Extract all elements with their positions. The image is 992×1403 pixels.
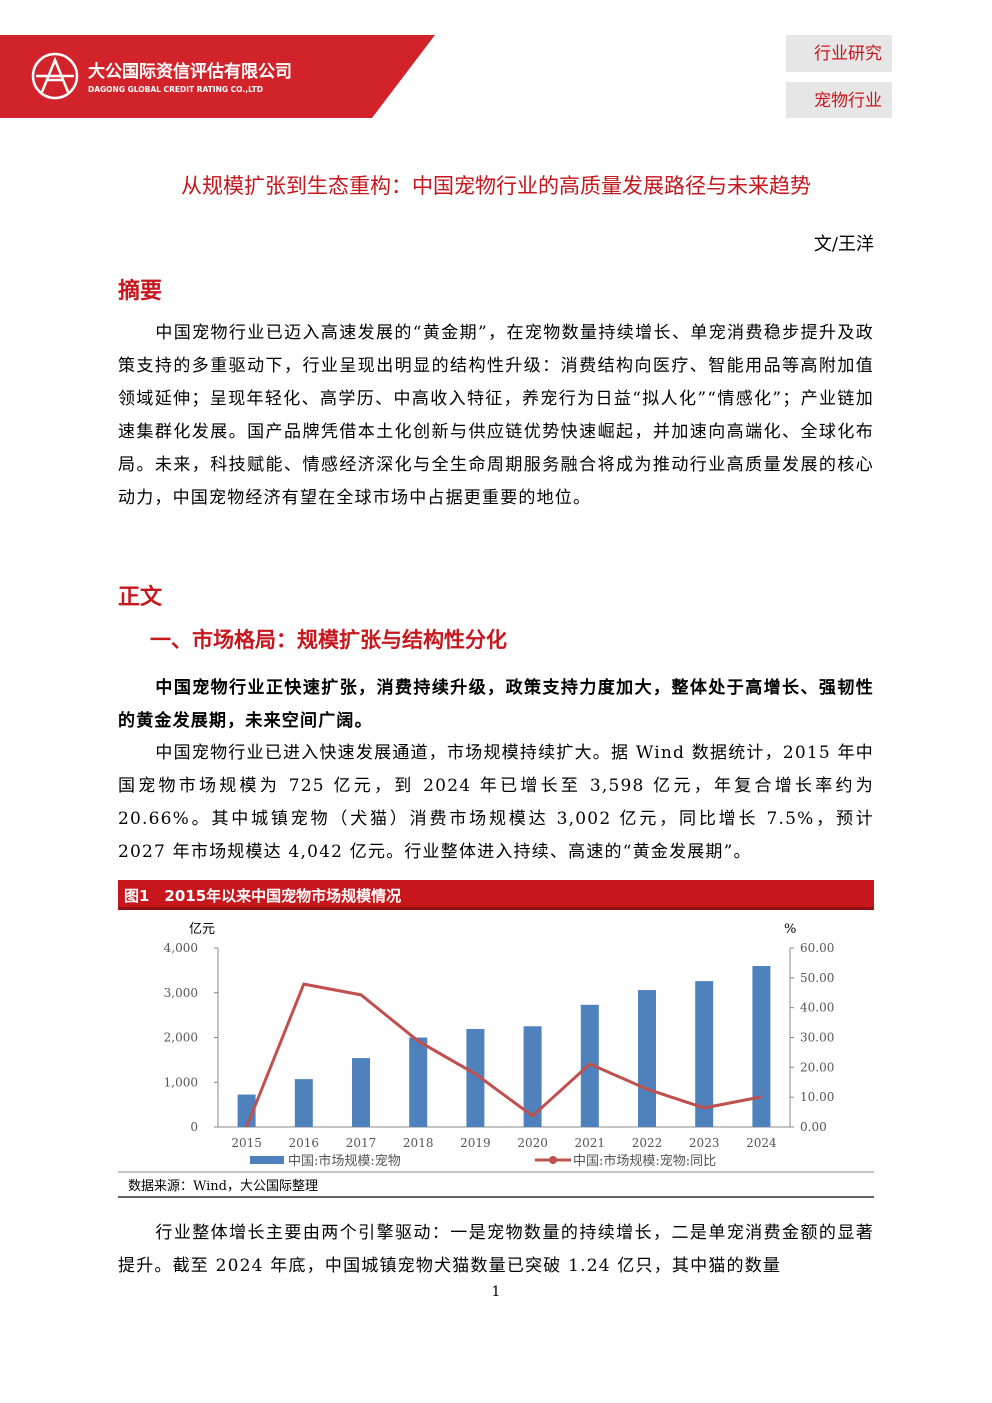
header-band — [0, 35, 435, 118]
y2-tick-label: 60.00 — [800, 941, 834, 955]
lead-paragraph: 中国宠物行业正快速扩张，消费持续升级，政策支持力度加大，整体处于高增长、强韧性的… — [118, 678, 874, 731]
bar — [638, 990, 656, 1127]
y-tick-label: 1,000 — [164, 1075, 198, 1089]
y2-tick-label: 30.00 — [800, 1031, 834, 1045]
paragraph: 行业整体增长主要由两个引擎驱动：一是宠物数量的持续增长，二是单宠消费金额的显著提… — [118, 1223, 874, 1276]
title: 从规模扩张到生态重构：中国宠物行业的高质量发展路径与未来趋势 — [181, 174, 811, 198]
x-tick-label: 2022 — [632, 1136, 663, 1150]
y2-tick-label: 20.00 — [800, 1060, 834, 1074]
paragraph: 中国宠物行业已进入快速发展通道，市场规模持续扩大。据 Wind 数据统计，201… — [118, 743, 874, 862]
author: 文/王洋 — [813, 234, 874, 255]
chart: 0 1,000 2,000 3,000 4,000 0.00 10.00 20.00 30.00… — [164, 922, 835, 1169]
y2-tick-label: 50.00 — [800, 971, 834, 985]
x-tick-label: 2017 — [346, 1136, 377, 1150]
y-tick-label: 0 — [190, 1120, 198, 1134]
tag-box — [786, 82, 892, 118]
y-tick-label: 2,000 — [164, 1031, 198, 1045]
figure-caption: 图1 2015年以来中国宠物市场规模情况 — [124, 887, 401, 905]
y2-tick-label: 40.00 — [800, 1001, 834, 1015]
y2-axis-unit: % — [784, 922, 796, 937]
legend-label: 中国:市场规模:宠物 — [288, 1153, 401, 1169]
x-tick-label: 2024 — [746, 1136, 777, 1150]
legend-label: 中国:市场规模:宠物:同比 — [573, 1153, 716, 1169]
x-tick-label: 2021 — [575, 1136, 606, 1150]
x-tick-label: 2019 — [460, 1136, 491, 1150]
figure-source: 数据来源：Wind，大公国际整理 — [128, 1179, 318, 1194]
y-axis-unit: 亿元 — [189, 922, 215, 937]
bar — [752, 965, 771, 1127]
abstract: 中国宠物行业已迈入高速发展的“黄金期”，在宠物数量持续增长、单宠消费稳步提升及政… — [118, 323, 874, 508]
heading: 正文 — [118, 585, 163, 610]
legend-swatch — [549, 1156, 557, 1164]
logo-mark — [36, 56, 74, 93]
x-tick-label: 2020 — [517, 1136, 548, 1150]
tag: 行业研究 — [814, 44, 882, 64]
company-cn: 大公国际资信评估有限公司 — [88, 61, 292, 82]
x-tick-label: 2018 — [403, 1136, 434, 1150]
bar — [294, 1079, 313, 1127]
caption-rule — [118, 907, 874, 910]
y-tick-label: 3,000 — [164, 986, 198, 1000]
company-en: DAGONG GLOBAL CREDIT RATING CO.,LTD — [88, 85, 263, 94]
x-tick-label: 2016 — [289, 1136, 320, 1150]
heading: 摘要 — [118, 279, 163, 304]
caption-bar — [118, 880, 874, 910]
line — [245, 982, 762, 1128]
y2-tick-label: 10.00 — [800, 1090, 834, 1104]
logo — [31, 52, 79, 100]
bar — [523, 1026, 542, 1127]
section-heading: 一、市场格局：规模扩张与结构性分化 — [150, 628, 507, 652]
bar — [466, 1028, 485, 1127]
page-number: 1 — [491, 1284, 501, 1300]
tag: 宠物行业 — [814, 91, 882, 111]
x-tick-label: 2015 — [231, 1136, 262, 1150]
bar — [695, 981, 714, 1127]
tag-box — [786, 35, 892, 72]
bar — [409, 1037, 428, 1127]
legend-swatch — [250, 1156, 284, 1164]
y-tick-label: 4,000 — [164, 941, 198, 955]
x-tick-label: 2023 — [689, 1136, 720, 1150]
y2-tick-label: 0.00 — [800, 1120, 827, 1134]
bar — [352, 1058, 370, 1127]
